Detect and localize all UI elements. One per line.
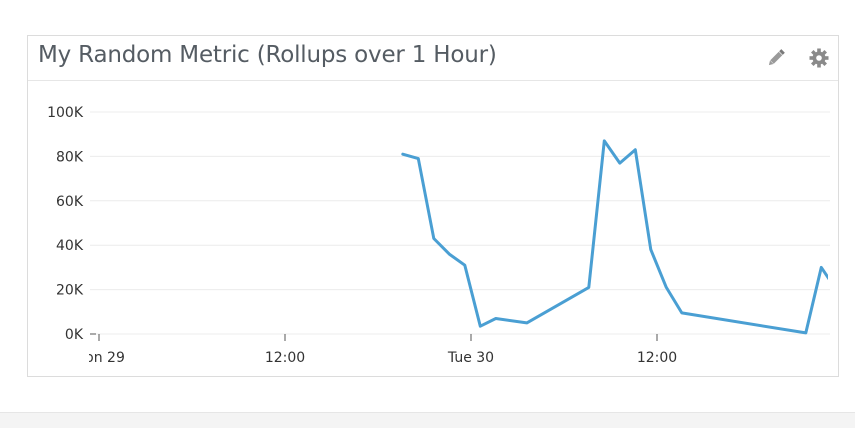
y-tick-label: 60K: [56, 194, 84, 210]
y-tick-label: 80K: [56, 149, 84, 165]
y-tick-label: 100K: [47, 105, 84, 121]
series-layer: [401, 139, 828, 335]
footer-bar: [0, 412, 855, 428]
x-label-clip-mask: [28, 344, 89, 368]
timeseries-widget: My Random Metric (Rollups over 1 Hour): [27, 35, 839, 377]
pencil-icon[interactable]: [765, 47, 787, 69]
widget-title: My Random Metric (Rollups over 1 Hour): [38, 42, 497, 68]
widget-header: My Random Metric (Rollups over 1 Hour): [28, 36, 838, 81]
gear-icon[interactable]: [808, 47, 830, 69]
y-axis: 0K 20K 40K 60K 80K 100K: [47, 105, 96, 343]
x-axis: Mon 29 12:00 Tue 30 12:00: [28, 334, 677, 368]
gridlines: [90, 111, 830, 335]
y-tick-label: 40K: [56, 238, 84, 254]
series-line: [401, 139, 828, 335]
x-tick-label: 12:00: [265, 350, 305, 366]
x-tick-label: 12:00: [637, 350, 677, 366]
x-tick-label: Tue 30: [447, 350, 494, 366]
y-tick-label: 20K: [56, 283, 84, 299]
y-tick-label: 0K: [65, 327, 84, 343]
